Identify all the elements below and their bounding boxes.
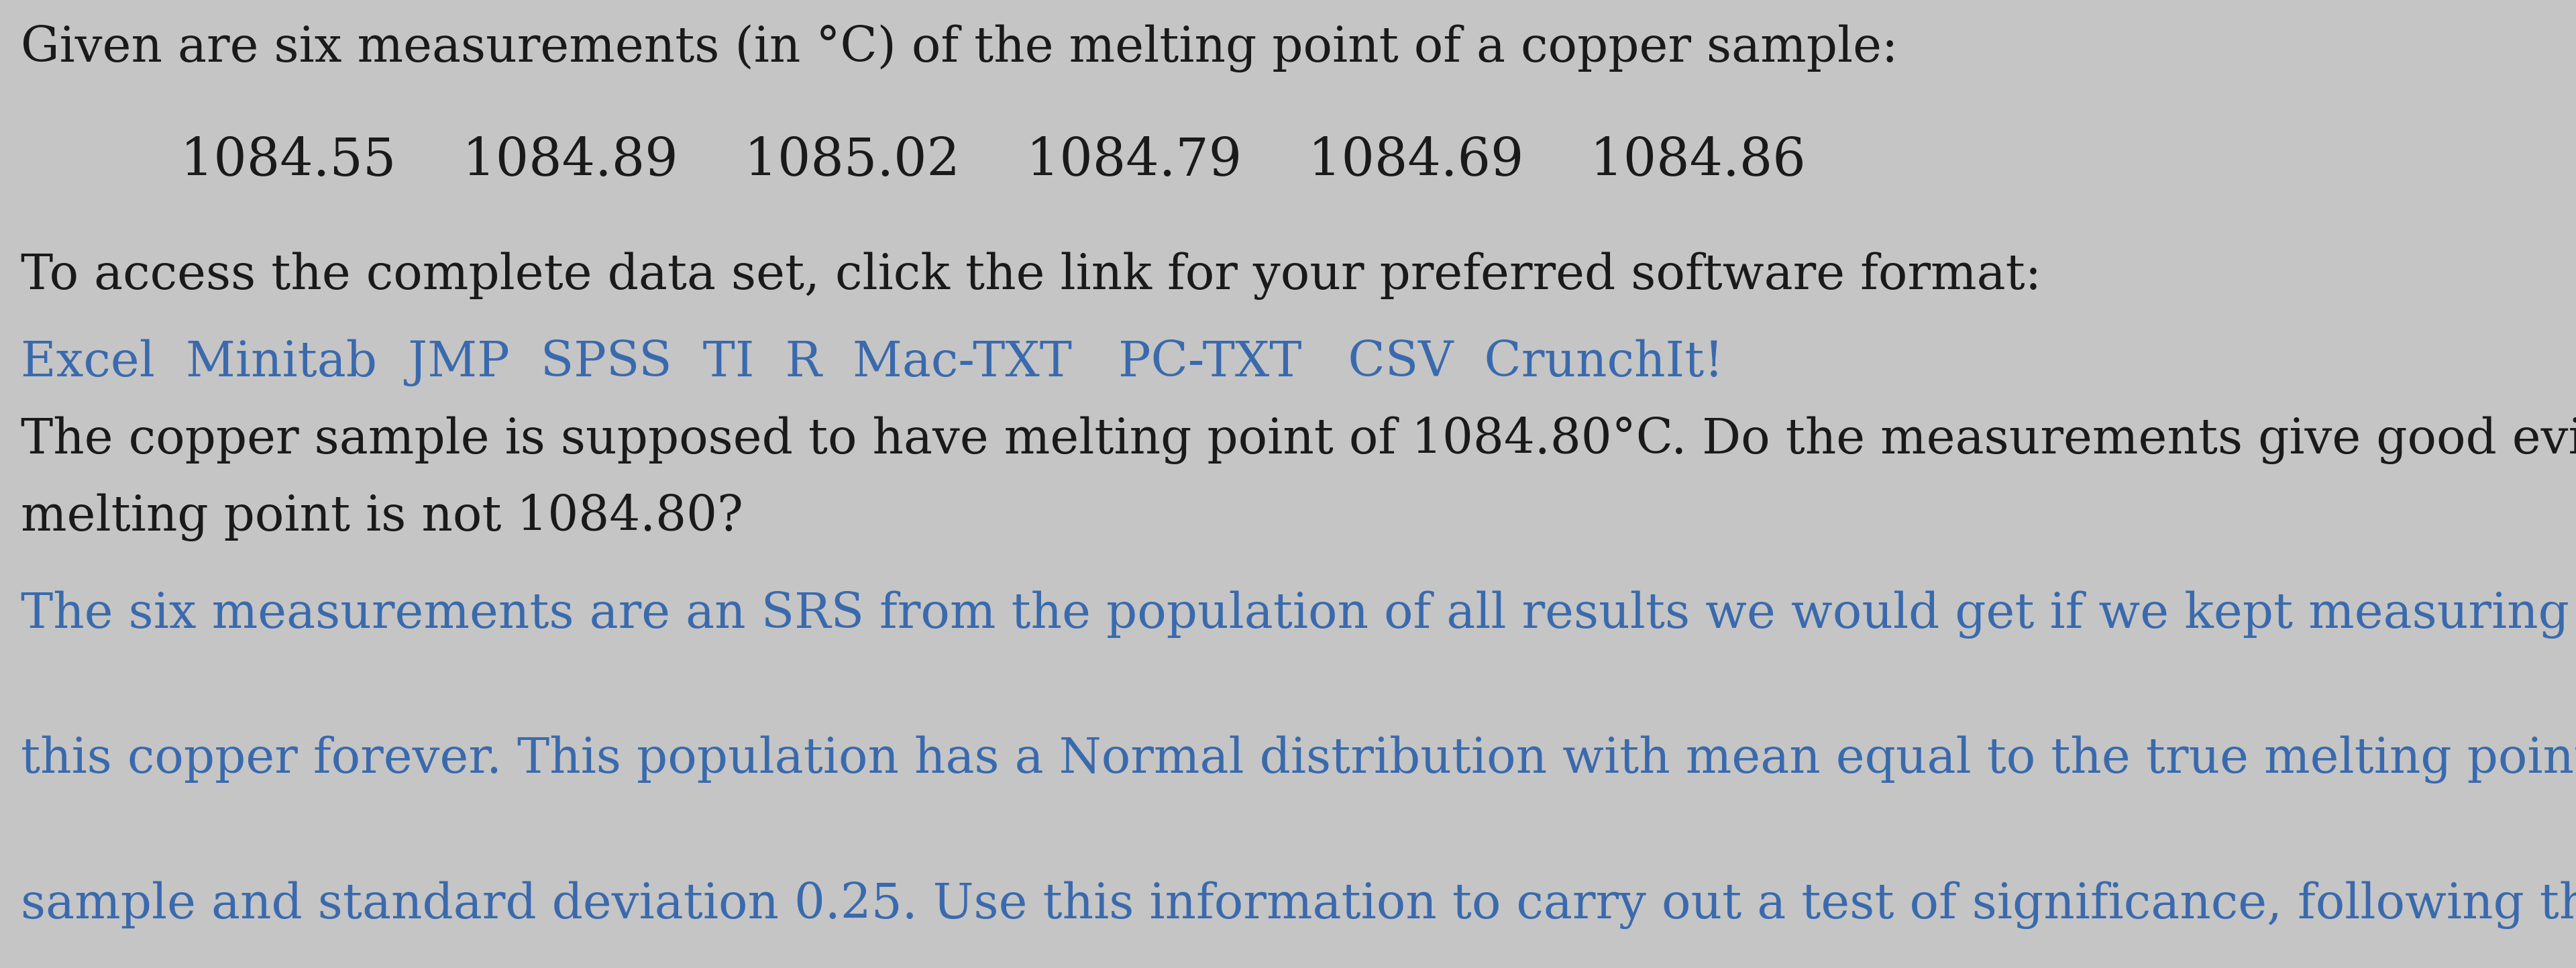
Text: Given are six measurements (in °C) of the melting point of a copper sample:: Given are six measurements (in °C) of th… — [21, 24, 1899, 73]
Text: Excel  Minitab  JMP  SPSS  TI  R  Mac-TXT   PC-TXT   CSV  CrunchIt!: Excel Minitab JMP SPSS TI R Mac-TXT PC-T… — [21, 339, 1723, 386]
Text: The six measurements are an SRS from the population of all results we would get : The six measurements are an SRS from the… — [21, 590, 2576, 639]
Text: melting point is not 1084.80?: melting point is not 1084.80? — [21, 494, 742, 542]
Text: 1084.55    1084.89    1085.02    1084.79    1084.69    1084.86: 1084.55 1084.89 1085.02 1084.79 1084.69 … — [180, 136, 1806, 187]
Text: sample and standard deviation 0.25. Use this information to carry out a test of : sample and standard deviation 0.25. Use … — [21, 881, 2576, 929]
Text: this copper forever. This population has a Normal distribution with mean equal t: this copper forever. This population has… — [21, 736, 2576, 784]
Text: The copper sample is supposed to have melting point of 1084.80°C. Do the measure: The copper sample is supposed to have me… — [21, 416, 2576, 465]
Text: To access the complete data set, click the link for your preferred software form: To access the complete data set, click t… — [21, 252, 2040, 300]
